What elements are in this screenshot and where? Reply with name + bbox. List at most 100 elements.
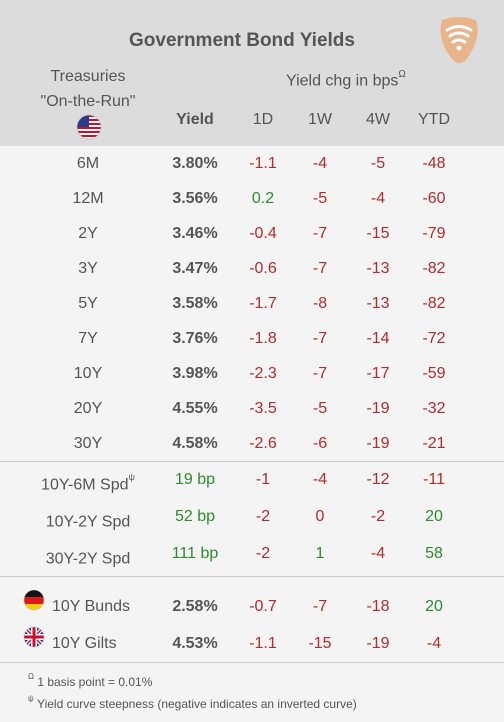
table-row: 10Y 3.98% -2.3 -7 -17 -59	[0, 356, 504, 392]
spread-label: 10Y-2Y Spd	[45, 513, 131, 531]
cell-w4: -4	[370, 545, 386, 562]
table-row: 12M 3.56% 0.2 -5 -4 -60	[0, 181, 504, 217]
column-header-ytd: YTD	[418, 111, 450, 128]
cell-ytd: -11	[423, 471, 445, 488]
cell-ytd: 58	[425, 545, 443, 562]
table-row: 30Y 4.58% -2.6 -6 -19 -21	[0, 426, 504, 462]
spread-row: 10Y-2Y Spd 52 bp -2 0 -2 20	[0, 499, 504, 535]
cell-yld: 4.53%	[172, 635, 218, 652]
footnote-basis-point: Ω 1 basis point = 0.01%	[28, 672, 153, 689]
cell-ytd: -48	[422, 155, 446, 172]
table-header: Government Bond Yields Treasuries "On-th…	[0, 0, 504, 146]
cell-w4: -13	[366, 295, 390, 312]
treasuries-label: Treasuries	[50, 68, 126, 85]
cell-w1: -7	[312, 598, 328, 615]
cell-ytd: -60	[422, 190, 446, 207]
cell-ytd: 20	[425, 598, 443, 615]
cell-w1: -4	[312, 155, 328, 172]
cell-w1: -7	[312, 225, 328, 242]
cell-w1: 1	[315, 545, 325, 562]
cell-lab: 6M	[76, 155, 100, 172]
footnote-yield-curve: ψ Yield curve steepness (negative indica…	[28, 694, 357, 711]
cell-d1: -2	[255, 508, 271, 525]
cell-yld: 19 bp	[174, 471, 216, 488]
cell-w1: -8	[312, 295, 328, 312]
cell-d1: -2.6	[249, 435, 277, 452]
cell-lab: 10Y	[73, 365, 103, 382]
table-row: 20Y 4.55% -3.5 -5 -19 -32	[0, 391, 504, 427]
cell-w1: -15	[308, 635, 332, 652]
cell-yld: 111 bp	[171, 545, 219, 562]
cell-d1: -1	[255, 471, 271, 488]
spread-row: 10Y-6M Spdψ 19 bp -1 -4 -12 -11	[0, 462, 504, 498]
cell-d1: -0.4	[249, 225, 277, 242]
column-header-1w: 1W	[308, 111, 332, 128]
cell-w1: -5	[312, 190, 328, 207]
cell-ytd: 20	[425, 508, 443, 525]
cell-ytd: -21	[422, 435, 446, 452]
cell-ytd: -32	[422, 400, 446, 417]
cell-w1: -5	[312, 400, 328, 417]
intl-row: 10Y Bunds 2.58% -0.7 -7 -18 20	[0, 589, 504, 625]
cell-yld: 3.80%	[172, 155, 218, 172]
cell-ytd: -82	[422, 260, 446, 277]
divider	[0, 662, 504, 663]
cell-yld: 3.46%	[172, 225, 218, 242]
intl-row: 10Y Gilts 4.53% -1.1 -15 -19 -4	[0, 626, 504, 662]
table-row: 7Y 3.76% -1.8 -7 -14 -72	[0, 321, 504, 357]
cell-w1: -7	[312, 365, 328, 382]
cell-w4: -19	[366, 400, 390, 417]
divider	[0, 576, 504, 577]
cell-w4: -18	[366, 598, 390, 615]
cell-yld: 4.58%	[172, 435, 218, 452]
cell-d1: -1.7	[249, 295, 277, 312]
column-header-yield: Yield	[176, 111, 214, 128]
cell-w1: -4	[312, 471, 328, 488]
cell-ytd: -4	[426, 635, 442, 652]
cell-d1: -3.5	[249, 400, 277, 417]
cell-lab: 12M	[72, 190, 104, 207]
cell-yld: 3.76%	[172, 330, 218, 347]
cell-yld: 3.47%	[172, 260, 218, 277]
cell-d1: -1.8	[249, 330, 277, 347]
divider	[0, 461, 504, 462]
yield-change-label: Yield chg in bpsΩ	[286, 69, 406, 90]
cell-lab: 7Y	[78, 330, 98, 347]
cell-lab: 5Y	[78, 295, 98, 312]
cell-w1: -7	[312, 260, 328, 277]
germany-flag-icon	[23, 589, 45, 625]
spread-label: 30Y-2Y Spd	[45, 550, 131, 568]
cell-w4: -19	[366, 435, 390, 452]
cell-yld: 52 bp	[174, 508, 216, 525]
cell-w4: -5	[370, 155, 386, 172]
intl-label: 10Y Gilts	[52, 635, 117, 652]
table-row: 3Y 3.47% -0.6 -7 -13 -82	[0, 251, 504, 287]
spread-row: 30Y-2Y Spd 111 bp -2 1 -4 58	[0, 536, 504, 572]
cell-w4: -14	[366, 330, 390, 347]
cell-yld: 3.56%	[172, 190, 218, 207]
intl-label: 10Y Bunds	[52, 598, 130, 615]
cell-yld: 4.55%	[172, 400, 218, 417]
uk-flag-icon	[23, 626, 45, 662]
cell-d1: -2.3	[249, 365, 277, 382]
cell-lab: 30Y	[73, 435, 103, 452]
cell-lab: 3Y	[78, 260, 98, 277]
signal-logo-icon	[440, 17, 478, 63]
cell-w1: -7	[312, 330, 328, 347]
cell-w1: 0	[315, 508, 325, 525]
cell-lab: 2Y	[78, 225, 98, 242]
cell-d1: 0.2	[251, 190, 275, 207]
cell-ytd: -79	[422, 225, 446, 242]
us-flag-icon	[76, 114, 102, 140]
cell-d1: -2	[255, 545, 271, 562]
page-title: Government Bond Yields	[129, 30, 355, 51]
cell-w4: -2	[370, 508, 386, 525]
cell-w4: -19	[366, 635, 390, 652]
on-the-run-label: "On-the-Run"	[40, 93, 136, 110]
cell-yld: 3.58%	[172, 295, 218, 312]
table-row: 5Y 3.58% -1.7 -8 -13 -82	[0, 286, 504, 322]
cell-ytd: -82	[422, 295, 446, 312]
cell-w4: -15	[366, 225, 390, 242]
cell-w4: -13	[366, 260, 390, 277]
cell-lab: 20Y	[73, 400, 103, 417]
